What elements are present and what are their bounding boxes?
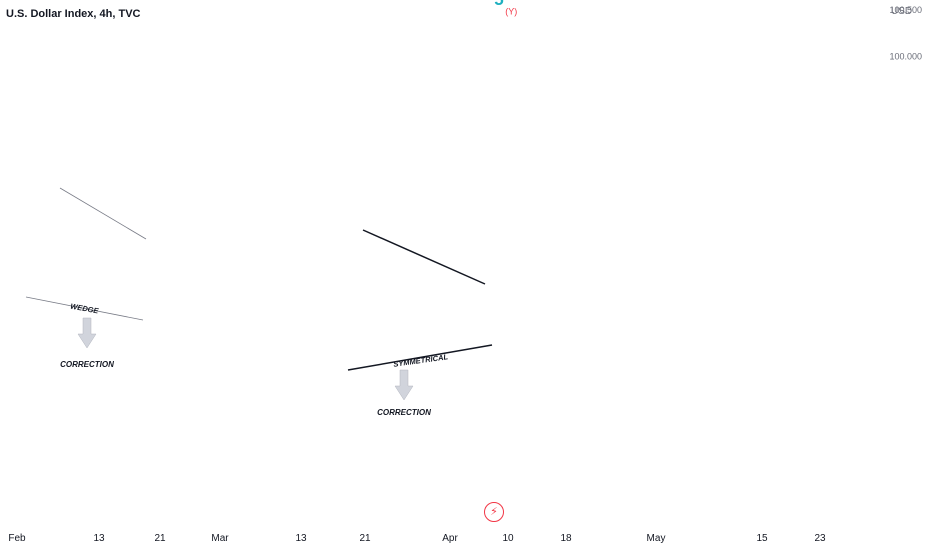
currency-label: USD — [891, 6, 913, 17]
x-tick-label: Apr — [442, 533, 458, 544]
x-tick-label: 13 — [295, 533, 307, 544]
time-axis: Feb 13 21 Mar 13 21 Apr 10 18 May 15 23 — [8, 533, 826, 544]
price-axis: 105.500105.000104.500104.000103.500103.0… — [889, 5, 922, 62]
x-tick-label: 18 — [560, 533, 572, 544]
correction-arrow-left — [77, 317, 97, 349]
y-tick-label: 100.500 — [889, 5, 922, 15]
correction-label-left: CORRECTION — [60, 360, 114, 369]
lightning-bolt-icon[interactable]: ⚡ — [484, 502, 504, 522]
wedge-label: WEDGE — [70, 302, 100, 316]
chart-title: U.S. Dollar Index, 4h, TVC — [6, 8, 141, 20]
triangle-lower-line — [347, 344, 493, 371]
wedge-upper-line — [59, 187, 147, 240]
correction-arrow-right — [394, 369, 414, 401]
x-tick-label: 21 — [154, 533, 166, 544]
x-tick-label: May — [647, 533, 666, 544]
x-tick-label: 21 — [359, 533, 371, 544]
x-tick-label: 13 — [93, 533, 105, 544]
triangle-upper-line — [362, 229, 486, 285]
annotation-labels: WEDGECORRECTIONSYMMETRICALCORRECTION1234… — [60, 0, 517, 417]
correction-label-right: CORRECTION — [377, 408, 431, 417]
x-tick-label: Mar — [211, 533, 229, 544]
drawing-tools: 61.80%38.20% — [25, 187, 493, 401]
x-tick-label: Feb — [8, 533, 26, 544]
x-tick-label: 23 — [814, 533, 826, 544]
x-tick-label: 15 — [756, 533, 768, 544]
y-tick-label: 100.000 — [889, 52, 922, 62]
subwave-label: (Y) — [505, 7, 517, 17]
wedge-lower-line — [25, 296, 144, 321]
symmetrical-label: SYMMETRICAL — [393, 352, 449, 369]
x-tick-label: 10 — [502, 533, 514, 544]
wave-label-5: 5 — [494, 0, 503, 9]
